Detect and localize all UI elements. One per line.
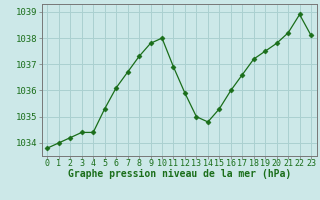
X-axis label: Graphe pression niveau de la mer (hPa): Graphe pression niveau de la mer (hPa)	[68, 169, 291, 179]
